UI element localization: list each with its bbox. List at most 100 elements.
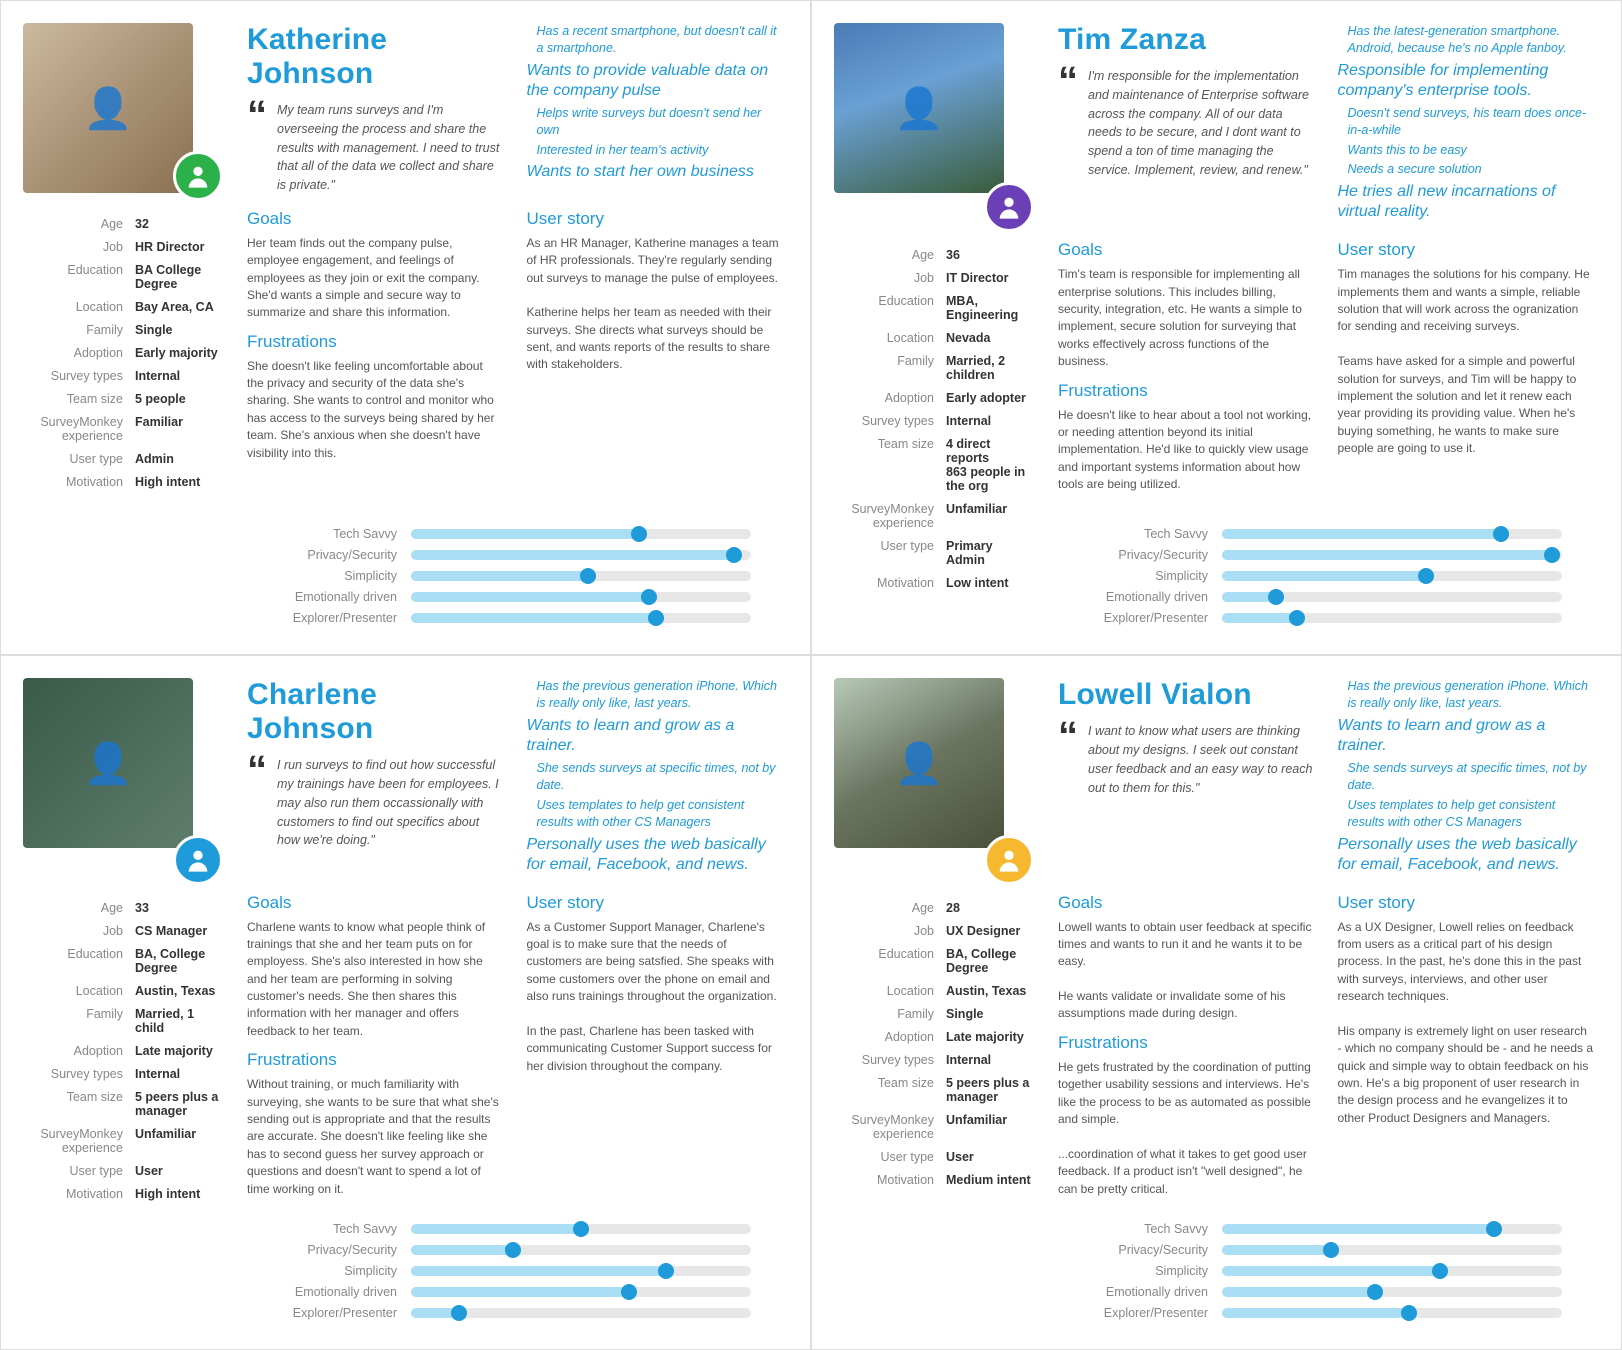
- attribute-label: Motivation: [834, 576, 934, 590]
- slider-track[interactable]: [1222, 529, 1562, 539]
- attribute-label: User type: [23, 1164, 123, 1178]
- slider-thumb[interactable]: [648, 610, 664, 626]
- slider-thumb[interactable]: [726, 547, 742, 563]
- slider-row: Emotionally driven: [247, 1285, 782, 1299]
- slider-thumb[interactable]: [621, 1284, 637, 1300]
- attribute-label: Job: [834, 271, 934, 285]
- slider-track[interactable]: [411, 1266, 751, 1276]
- slider-track[interactable]: [1222, 592, 1562, 602]
- slider-track[interactable]: [411, 529, 751, 539]
- persona-card: 👤 Katherine Johnson “ My team runs surve…: [0, 0, 811, 655]
- trait-line: Wants to start her own business: [527, 162, 783, 182]
- persona-traits: Has the previous generation iPhone. Whic…: [527, 678, 783, 878]
- slider-thumb[interactable]: [1418, 568, 1434, 584]
- slider-label: Tech Savvy: [1058, 1222, 1208, 1236]
- slider-track[interactable]: [411, 550, 751, 560]
- slider-thumb[interactable]: [658, 1263, 674, 1279]
- attribute-label: Location: [834, 984, 934, 998]
- attribute-row: Adoption Early majority: [23, 346, 223, 360]
- attribute-row: Survey types Internal: [834, 414, 1034, 428]
- slider-track[interactable]: [1222, 1245, 1562, 1255]
- attribute-value: User: [946, 1150, 1034, 1164]
- slider-track[interactable]: [1222, 1224, 1562, 1234]
- attribute-label: Motivation: [834, 1173, 934, 1187]
- slider-label: Tech Savvy: [1058, 527, 1208, 541]
- attribute-row: Location Bay Area, CA: [23, 300, 223, 314]
- attribute-label: User type: [834, 539, 934, 553]
- attribute-row: Motivation High intent: [23, 1187, 223, 1201]
- persona-photo-wrap: 👤: [834, 678, 1034, 878]
- persona-name: Charlene Johnson: [247, 678, 503, 746]
- attribute-row: Team size 5 people: [23, 392, 223, 406]
- trait-line: He tries all new incarnations of virtual…: [1338, 182, 1594, 222]
- slider-thumb[interactable]: [1289, 610, 1305, 626]
- persona-name: Lowell Vialon: [1058, 678, 1314, 712]
- slider-thumb[interactable]: [1323, 1242, 1339, 1258]
- slider-row: Explorer/Presenter: [247, 611, 782, 625]
- attribute-value: High intent: [135, 475, 223, 489]
- slider-fill: [411, 1224, 581, 1234]
- attribute-label: Location: [23, 984, 123, 998]
- attribute-row: Location Nevada: [834, 331, 1034, 345]
- persona-traits: Has the latest-generation smartphone. An…: [1338, 23, 1594, 226]
- trait-line: Wants this to be easy: [1338, 142, 1594, 159]
- slider-thumb[interactable]: [1367, 1284, 1383, 1300]
- attribute-value: 28: [946, 901, 1034, 915]
- slider-track[interactable]: [411, 1308, 751, 1318]
- slider-thumb[interactable]: [573, 1221, 589, 1237]
- slider-track[interactable]: [411, 613, 751, 623]
- slider-fill: [1222, 1287, 1375, 1297]
- slider-row: Tech Savvy: [247, 1222, 782, 1236]
- slider-thumb[interactable]: [1493, 526, 1509, 542]
- slider-track[interactable]: [1222, 613, 1562, 623]
- attribute-row: Adoption Early adopter: [834, 391, 1034, 405]
- slider-thumb[interactable]: [451, 1305, 467, 1321]
- attribute-row: Age 32: [23, 217, 223, 231]
- user-story-heading: User story: [527, 893, 783, 913]
- attribute-row: Education BA College Degree: [23, 263, 223, 291]
- slider-track[interactable]: [1222, 550, 1562, 560]
- slider-thumb[interactable]: [641, 589, 657, 605]
- slider-fill: [411, 613, 656, 623]
- slider-track[interactable]: [1222, 1308, 1562, 1318]
- slider-track[interactable]: [411, 1245, 751, 1255]
- trait-line: Uses templates to help get consistent re…: [527, 797, 783, 831]
- persona-photo: 👤: [23, 678, 193, 848]
- persona-sliders: Tech Savvy Privacy/Security Simplicity E…: [247, 1222, 782, 1327]
- slider-thumb[interactable]: [1268, 589, 1284, 605]
- slider-thumb[interactable]: [1486, 1221, 1502, 1237]
- attribute-value: IT Director: [946, 271, 1034, 285]
- attribute-row: Job HR Director: [23, 240, 223, 254]
- slider-label: Privacy/Security: [247, 1243, 397, 1257]
- slider-track[interactable]: [411, 1287, 751, 1297]
- slider-track[interactable]: [411, 1224, 751, 1234]
- quote-mark-icon: “: [247, 101, 267, 195]
- slider-track[interactable]: [411, 571, 751, 581]
- attribute-row: Job IT Director: [834, 271, 1034, 285]
- slider-thumb[interactable]: [631, 526, 647, 542]
- attribute-row: Survey types Internal: [23, 369, 223, 383]
- slider-fill: [1222, 550, 1552, 560]
- slider-thumb[interactable]: [1432, 1263, 1448, 1279]
- attribute-value: High intent: [135, 1187, 223, 1201]
- slider-thumb[interactable]: [1544, 547, 1560, 563]
- persona-sliders: Tech Savvy Privacy/Security Simplicity E…: [1058, 1222, 1593, 1327]
- slider-fill: [1222, 529, 1501, 539]
- slider-row: Simplicity: [1058, 1264, 1593, 1278]
- attribute-label: Survey types: [23, 1067, 123, 1081]
- trait-line: Helps write surveys but doesn't send her…: [527, 105, 783, 139]
- slider-thumb[interactable]: [580, 568, 596, 584]
- attribute-label: User type: [23, 452, 123, 466]
- slider-thumb[interactable]: [505, 1242, 521, 1258]
- attribute-value: Austin, Texas: [946, 984, 1034, 998]
- slider-track[interactable]: [1222, 571, 1562, 581]
- slider-track[interactable]: [1222, 1287, 1562, 1297]
- slider-track[interactable]: [411, 592, 751, 602]
- attribute-label: Team size: [23, 392, 123, 406]
- slider-label: Emotionally driven: [1058, 590, 1208, 604]
- user-story-text: As an HR Manager, Katherine manages a te…: [527, 235, 783, 374]
- attribute-row: Education BA, College Degree: [23, 947, 223, 975]
- slider-thumb[interactable]: [1401, 1305, 1417, 1321]
- slider-track[interactable]: [1222, 1266, 1562, 1276]
- attribute-value: Single: [135, 323, 223, 337]
